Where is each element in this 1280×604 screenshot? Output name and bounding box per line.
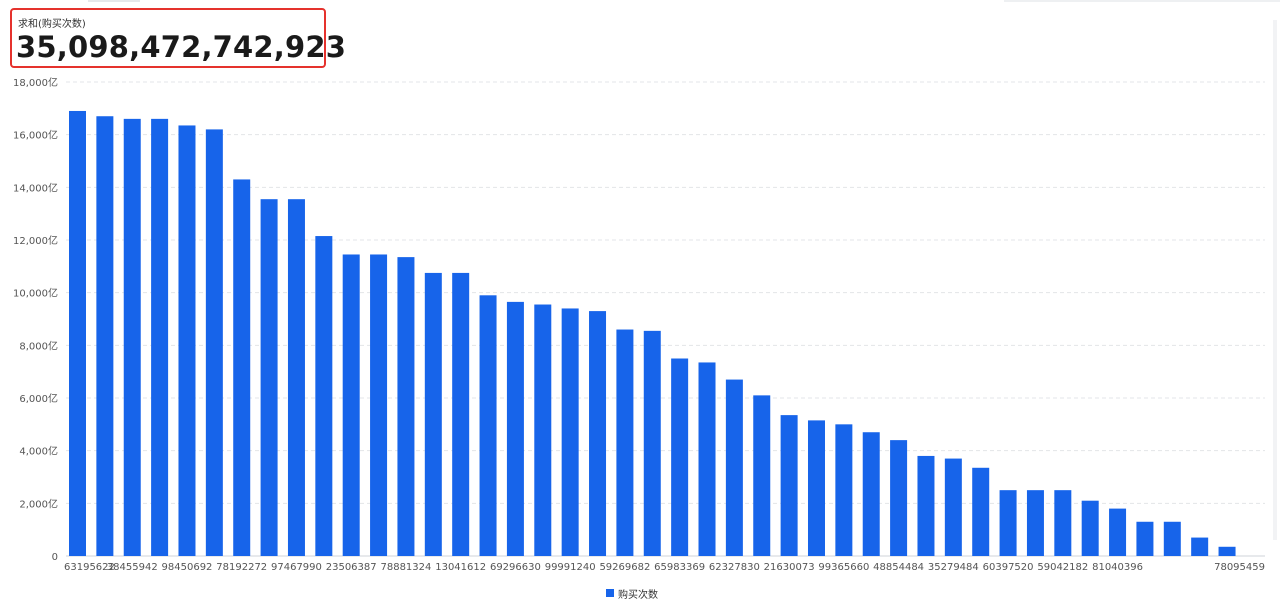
bar [479,295,497,556]
y-tick-label: 14,000亿 [13,181,58,194]
x-tick-label: 60397520 [983,562,1034,573]
legend-label: 购买次数 [618,589,658,601]
bar [1218,546,1236,556]
top-toolbar-strip [1004,0,1280,2]
bar [807,420,825,556]
bar [452,272,470,556]
bar [534,304,552,556]
x-tick-label: 23506387 [326,562,377,573]
bar [506,301,524,556]
bar [151,118,169,556]
y-tick-label: 0 [52,552,58,563]
y-tick-label: 4,000亿 [19,445,58,458]
x-tick-label: 35279484 [928,562,979,573]
bar [1054,490,1072,556]
bar [342,254,360,556]
x-tick-label: 69296630 [490,562,541,573]
bar [1026,490,1044,556]
bar [671,358,689,556]
bar [123,118,141,556]
y-tick-label: 16,000亿 [13,129,58,142]
x-tick-label: 59042182 [1037,562,1088,573]
bar [1136,521,1154,556]
y-tick-label: 6,000亿 [19,392,58,405]
kpi-label: 求和(购买次数) [18,19,86,30]
x-tick-label: 62327830 [709,562,760,573]
x-tick-label: 65983369 [654,562,705,573]
bar [287,199,305,556]
bar [589,311,607,556]
x-tick-label: 13041612 [435,562,486,573]
y-tick-label: 8,000亿 [19,339,58,352]
bar [233,179,251,556]
bar [780,415,798,556]
top-tab-strip [88,0,140,2]
x-tick-label: 78881324 [380,562,431,573]
x-tick-label: 78095459 [1214,562,1265,573]
x-tick-label: 63195622 [64,562,115,573]
x-tick-label: 99991240 [545,562,596,573]
bar [370,254,388,556]
bar [315,236,333,557]
x-tick-label: 97467990 [271,562,322,573]
x-tick-label: 99365660 [818,562,869,573]
bar [205,129,223,556]
bar [424,272,442,556]
bar [862,432,880,556]
bar [753,395,771,556]
y-tick-label: 12,000亿 [13,234,58,247]
kpi-value: 35,098,472,742,923 [16,30,347,64]
y-tick-label: 18,000亿 [13,76,58,89]
bar [96,116,114,556]
x-tick-label: 78192272 [216,562,267,573]
bar [890,440,908,556]
x-tick-label: 48854484 [873,562,924,573]
bar [944,458,962,556]
bar [178,125,196,556]
y-tick-label: 2,000亿 [19,497,58,510]
scrollbar-track[interactable] [1273,20,1277,540]
x-tick-label: 59269682 [599,562,650,573]
bar [1191,537,1209,556]
bar [999,490,1017,556]
x-tick-label: 98450692 [162,562,213,573]
bar [643,330,661,556]
bar [1081,500,1099,556]
bar [917,455,935,556]
x-tick-label: 81040396 [1092,562,1143,573]
bar [397,257,415,556]
bar [725,379,743,556]
y-tick-label: 10,000亿 [13,287,58,300]
x-tick-label: 21630073 [764,562,815,573]
bar [561,308,579,556]
bar [1109,508,1127,556]
bar [835,424,853,556]
bar [260,199,278,556]
legend-swatch [606,589,614,597]
bar [616,329,634,556]
kpi-card: 求和(购买次数) 35,098,472,742,923 [10,8,346,68]
bar [69,110,86,556]
x-tick-label: 38455942 [107,562,158,573]
bar [1163,521,1181,556]
bar [698,362,716,556]
chart-legend[interactable]: 购买次数 [606,586,658,601]
bar [972,467,990,556]
